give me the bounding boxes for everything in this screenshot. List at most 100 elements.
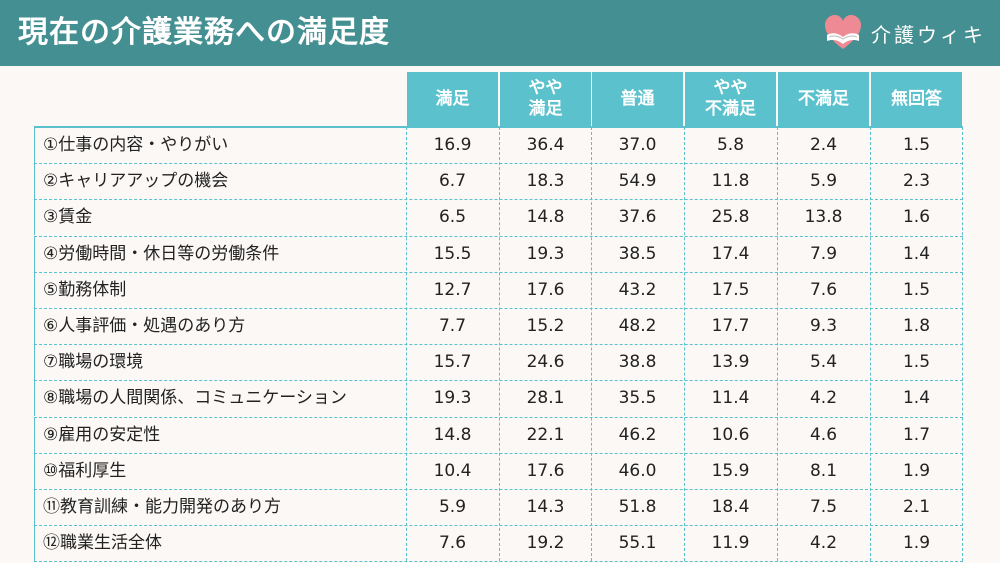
table-row: ⑥人事評価・処遇のあり方 7.7 15.2 48.2 17.7 9.3 1.8: [0, 308, 1000, 344]
table-cell: 14.8: [526, 207, 565, 228]
table-cell: 19.2: [526, 533, 565, 554]
column-header: やや 不満足: [685, 72, 776, 126]
table-cell: 6.7: [438, 171, 467, 192]
table-cell: 1.9: [902, 460, 931, 481]
table-cell: 2.4: [809, 135, 838, 155]
row-divider: [34, 344, 963, 346]
row-divider: [34, 235, 963, 237]
table-cell: 24.6: [526, 352, 565, 373]
table-cell: 17.7: [711, 316, 750, 336]
column-divider: [777, 127, 778, 562]
column-header-line: 不満足: [798, 88, 849, 109]
table-cell: 28.1: [526, 388, 565, 409]
column-header-line: やや: [713, 78, 748, 98]
table-cell: 11.9: [711, 533, 750, 554]
row-divider: [34, 452, 963, 454]
table-cell: 6.5: [438, 207, 467, 228]
table-cell: 2.1: [902, 497, 931, 517]
column-divider: [406, 127, 407, 562]
table-cell: 7.7: [438, 316, 467, 336]
table-cell: 1.6: [902, 207, 931, 228]
table-cell: 35.5: [618, 388, 657, 409]
table-cell: 4.2: [809, 388, 838, 409]
row-label: ④労働時間・休日等の労働条件: [34, 235, 405, 272]
table-cell: 51.8: [618, 497, 657, 517]
column-divider: [870, 127, 871, 562]
header-divider: [34, 126, 963, 128]
column-header-line: 普通: [620, 88, 655, 109]
page-title: 現在の介護業務への満足度: [18, 15, 390, 50]
row-label: ③賃金: [34, 199, 405, 236]
row-divider: [34, 489, 963, 490]
column-divider: [684, 127, 685, 562]
table-cell: 12.7: [433, 279, 472, 300]
table-cell: 55.1: [618, 533, 657, 554]
table-cell: 5.4: [809, 352, 838, 373]
column-header-line: やや: [528, 78, 563, 98]
table-cell: 17.6: [526, 279, 565, 300]
table-cell: 2.3: [902, 171, 931, 192]
table-row: ④労働時間・休日等の労働条件 15.5 19.3 38.5 17.4 7.9 1.4: [0, 235, 1000, 272]
row-divider: [34, 308, 963, 309]
row-label: ⑨雇用の安定性: [34, 416, 405, 453]
table-cell: 43.2: [618, 279, 657, 300]
column-header-label: 不満足: [798, 89, 849, 110]
row-divider: [34, 163, 963, 165]
column-header-line: 無回答: [891, 88, 942, 109]
table-cell: 15.7: [433, 352, 472, 373]
table-cell: 18.3: [526, 171, 565, 192]
row-label: ①仕事の内容・やりがい: [34, 127, 405, 163]
table-row: ⑧職場の人間関係、コミュニケーション 19.3 28.1 35.5 11.4 4.2 1.4: [0, 380, 1000, 417]
table-cell: 38.8: [618, 352, 657, 373]
table-cell: 5.9: [809, 171, 838, 192]
table-cell: 54.9: [618, 171, 657, 192]
table-cell: 16.9: [433, 135, 472, 155]
column-header-label: やや 満足: [529, 78, 563, 120]
table-cell: 11.4: [711, 388, 750, 409]
table-cell: 4.2: [809, 533, 838, 554]
table-cell: 1.5: [902, 135, 931, 155]
table-row: ⑪教育訓練・能力開発のあり方 5.9 14.3 51.8 18.4 7.5 2.1: [0, 489, 1000, 525]
table-cell: 1.9: [902, 533, 931, 554]
column-header: 満足: [407, 72, 498, 126]
table-cell: 14.8: [433, 424, 472, 445]
row-label: ②キャリアアップの機会: [34, 163, 405, 200]
row-label: ⑫職業生活全体: [34, 525, 405, 562]
table-row: ⑩福利厚生 10.4 17.6 46.0 15.9 8.1 1.9: [0, 452, 1000, 489]
table-cell: 46.2: [618, 424, 657, 445]
row-divider: [34, 380, 963, 382]
brand-name: 介護ウィキ: [871, 22, 986, 47]
table-cell: 14.3: [526, 497, 565, 517]
table-cell: 1.5: [902, 279, 931, 300]
table-cell: 10.6: [711, 424, 750, 445]
table-row: ①仕事の内容・やりがい 16.9 36.4 37.0 5.8 2.4 1.5: [0, 127, 1000, 163]
row-label: ⑩福利厚生: [34, 452, 405, 489]
table-cell: 1.4: [902, 243, 931, 264]
row-divider: [34, 271, 963, 273]
column-header: やや 満足: [500, 72, 591, 126]
column-divider: [591, 127, 592, 562]
row-divider: [34, 561, 963, 563]
table-cell: 22.1: [526, 424, 565, 445]
column-header-label: 無回答: [891, 89, 942, 110]
table-row: ②キャリアアップの機会 6.7 18.3 54.9 11.8 5.9 2.3: [0, 163, 1000, 200]
table-cell: 1.5: [902, 352, 931, 373]
table-cell: 37.0: [618, 135, 657, 155]
table-row: ⑫職業生活全体 7.6 19.2 55.1 11.9 4.2 1.9: [0, 525, 1000, 562]
brand[interactable]: 介護ウィキ: [823, 12, 986, 54]
table-cell: 46.0: [618, 460, 657, 481]
table-cell: 15.9: [711, 460, 750, 481]
heart-hands-icon: [825, 15, 861, 49]
table-cell: 1.7: [902, 424, 931, 445]
table-cell: 15.2: [526, 316, 565, 336]
table-cell: 1.8: [902, 316, 931, 336]
row-divider: [34, 199, 963, 201]
table-cell: 7.6: [809, 279, 838, 300]
table-cell: 17.5: [711, 279, 750, 300]
table-cell: 7.6: [438, 533, 467, 554]
row-label: ⑧職場の人間関係、コミュニケーション: [34, 380, 405, 417]
column-header: 不満足: [778, 72, 869, 126]
table-cell: 10.4: [433, 460, 472, 481]
column-divider: [499, 127, 500, 562]
